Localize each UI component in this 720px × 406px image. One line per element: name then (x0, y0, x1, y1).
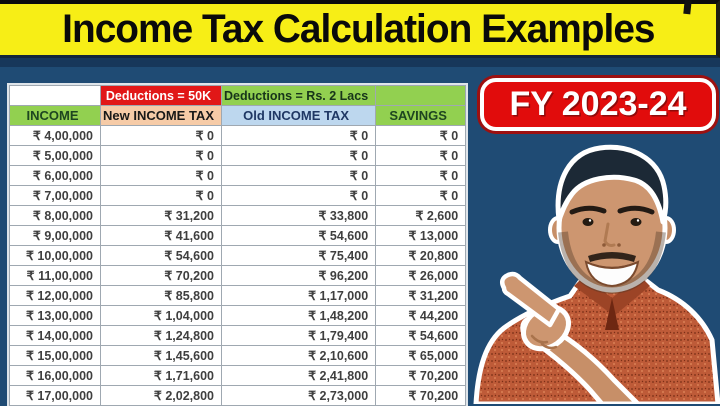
table-cell: ₹ 0 (220, 125, 377, 146)
table-row: ₹ 16,00,000 ₹ 1,71,600 ₹ 2,41,800 ₹ 70,200 (9, 365, 467, 386)
table-row: ₹ 15,00,000 ₹ 1,45,600 ₹ 2,10,600 ₹ 65,000 (9, 345, 467, 366)
table-cell: ₹ 2,600 (375, 205, 467, 226)
deductions-new-regime-label: Deductions = 50K (100, 85, 222, 106)
table-cell: ₹ 1,79,400 (220, 325, 377, 346)
table-cell: ₹ 33,800 (220, 205, 377, 226)
income-tax-table: Deductions = 50K Deductions = Rs. 2 Lacs… (9, 85, 467, 406)
table-row: ₹ 14,00,000 ₹ 1,24,800 ₹ 1,79,400 ₹ 54,600 (9, 325, 467, 346)
table-cell: ₹ 2,10,600 (220, 345, 377, 366)
table-cell: ₹ 13,000 (375, 225, 467, 246)
table-cell: ₹ 8,00,000 (9, 205, 101, 226)
presenter-head (548, 144, 676, 295)
table-cell: ₹ 0 (375, 145, 467, 166)
table-cell: ₹ 0 (375, 125, 467, 146)
table-cell: ₹ 75,400 (220, 245, 377, 266)
table-cell: ₹ 54,600 (375, 325, 467, 346)
table-cell: ₹ 9,00,000 (9, 225, 101, 246)
column-header-new-income-tax: New INCOME TAX (100, 105, 222, 126)
banner-shadow-strip (0, 58, 720, 67)
table-cell: ₹ 54,600 (100, 245, 222, 266)
blank-green-cell (375, 85, 467, 106)
table-cell: ₹ 0 (100, 125, 222, 146)
left-eye (582, 218, 594, 226)
table-cell: ₹ 0 (100, 165, 222, 186)
column-header-row: INCOME New INCOME TAX Old INCOME TAX SAV… (9, 105, 467, 126)
table-cell: ₹ 2,02,800 (100, 385, 222, 406)
column-header-savings: SAVINGS (375, 105, 467, 126)
table-cell: ₹ 70,200 (100, 265, 222, 286)
table-cell: ₹ 0 (100, 145, 222, 166)
table-cell: ₹ 1,71,600 (100, 365, 222, 386)
table-cell: ₹ 14,00,000 (9, 325, 101, 346)
table-row: ₹ 13,00,000 ₹ 1,04,000 ₹ 1,48,200 ₹ 44,200 (9, 305, 467, 326)
presenter-hair (555, 144, 669, 225)
table-row: ₹ 4,00,000 ₹ 0 ₹ 0 ₹ 0 (9, 125, 467, 146)
table-row: ₹ 9,00,000 ₹ 41,600 ₹ 54,600 ₹ 13,000 (9, 225, 467, 246)
table-cell: ₹ 10,00,000 (9, 245, 101, 266)
table-cell: ₹ 1,48,200 (220, 305, 377, 326)
table-cell: ₹ 12,00,000 (9, 285, 101, 306)
table-cell: ₹ 4,00,000 (9, 125, 101, 146)
table-cell: ₹ 17,00,000 (9, 385, 101, 406)
presenter-cutout (473, 144, 720, 404)
table-cell: ₹ 0 (375, 185, 467, 206)
title-banner: Income Tax Calculation Examples (0, 0, 720, 58)
corner-cell (9, 85, 101, 106)
table-row: ₹ 12,00,000 ₹ 85,800 ₹ 1,17,000 ₹ 31,200 (9, 285, 467, 306)
page-title: Income Tax Calculation Examples (61, 7, 655, 51)
table-cell: ₹ 7,00,000 (9, 185, 101, 206)
table-cell: ₹ 0 (220, 145, 377, 166)
right-eyebrow (617, 205, 655, 215)
deductions-header-row: Deductions = 50K Deductions = Rs. 2 Lacs (9, 85, 467, 106)
table-cell: ₹ 65,000 (375, 345, 467, 366)
table-cell: ₹ 31,200 (100, 205, 222, 226)
table-cell: ₹ 96,200 (220, 265, 377, 286)
table-row: ₹ 5,00,000 ₹ 0 ₹ 0 ₹ 0 (9, 145, 467, 166)
pointing-hand (499, 271, 641, 404)
table-cell: ₹ 20,800 (375, 245, 467, 266)
table-cell: ₹ 1,24,800 (100, 325, 222, 346)
left-eyebrow (569, 205, 607, 215)
table-cell: ₹ 15,00,000 (9, 345, 101, 366)
table-row: ₹ 6,00,000 ₹ 0 ₹ 0 ₹ 0 (9, 165, 467, 186)
table-cell: ₹ 16,00,000 (9, 365, 101, 386)
table-row: ₹ 11,00,000 ₹ 70,200 ₹ 96,200 ₹ 26,000 (9, 265, 467, 286)
banner-corner-mark (683, 0, 692, 15)
table-cell: ₹ 5,00,000 (9, 145, 101, 166)
table-cell: ₹ 70,200 (375, 385, 467, 406)
table-cell: ₹ 0 (220, 185, 377, 206)
column-header-income: INCOME (9, 105, 101, 126)
table-cell: ₹ 11,00,000 (9, 265, 101, 286)
fiscal-year-badge: FY 2023-24 (480, 78, 716, 131)
table-cell: ₹ 0 (100, 185, 222, 206)
fiscal-year-label: FY 2023-24 (509, 85, 687, 123)
table-cell: ₹ 1,04,000 (100, 305, 222, 326)
column-header-old-income-tax: Old INCOME TAX (220, 105, 377, 126)
table-cell: ₹ 70,200 (375, 365, 467, 386)
table-cell: ₹ 85,800 (100, 285, 222, 306)
table-row: ₹ 8,00,000 ₹ 31,200 ₹ 33,800 ₹ 2,600 (9, 205, 467, 226)
index-finger (499, 271, 562, 328)
table-cell: ₹ 13,00,000 (9, 305, 101, 326)
table-row: ₹ 10,00,000 ₹ 54,600 ₹ 75,400 ₹ 20,800 (9, 245, 467, 266)
table-cell: ₹ 0 (375, 165, 467, 186)
table-cell: ₹ 41,600 (100, 225, 222, 246)
right-eye (630, 218, 642, 226)
table-cell: ₹ 1,17,000 (220, 285, 377, 306)
table-cell: ₹ 26,000 (375, 265, 467, 286)
table-row: ₹ 7,00,000 ₹ 0 ₹ 0 ₹ 0 (9, 185, 467, 206)
table-cell: ₹ 44,200 (375, 305, 467, 326)
table-cell: ₹ 6,00,000 (9, 165, 101, 186)
deductions-old-regime-label: Deductions = Rs. 2 Lacs (220, 85, 377, 106)
table-row: ₹ 17,00,000 ₹ 2,02,800 ₹ 2,73,000 ₹ 70,200 (9, 385, 467, 406)
table-cell: ₹ 2,73,000 (220, 385, 377, 406)
table-cell: ₹ 54,600 (220, 225, 377, 246)
table-cell: ₹ 2,41,800 (220, 365, 377, 386)
mustache (588, 252, 636, 262)
table-cell: ₹ 0 (220, 165, 377, 186)
table-body: ₹ 4,00,000 ₹ 0 ₹ 0 ₹ 0 ₹ 5,00,000 ₹ 0 ₹ 0 ₹ 0 ₹ … (9, 125, 467, 406)
table-cell: ₹ 31,200 (375, 285, 467, 306)
table-cell: ₹ 1,45,600 (100, 345, 222, 366)
nose (603, 222, 616, 247)
